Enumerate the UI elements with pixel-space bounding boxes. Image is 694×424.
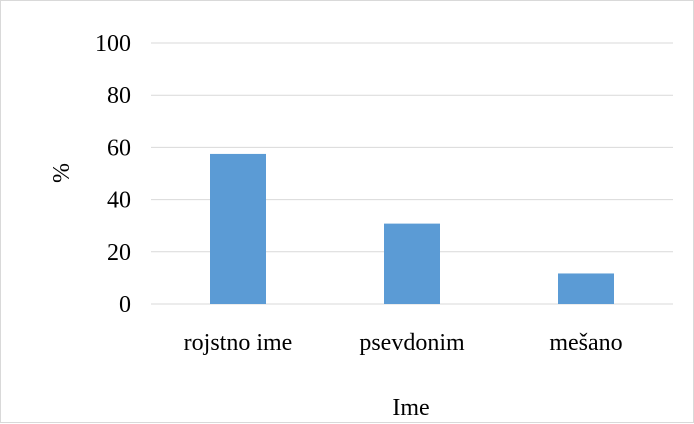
bar (210, 153, 266, 304)
y-tick-label: 100 (95, 31, 131, 57)
bars (210, 153, 614, 304)
bar (384, 223, 440, 304)
y-axis-title: % (49, 163, 75, 183)
y-tick-labels: 0 20 40 60 80 100 (95, 31, 131, 318)
y-tick-label: 40 (107, 188, 131, 214)
y-tick-label: 80 (107, 83, 131, 109)
y-tick-label: 0 (119, 292, 131, 318)
x-category-label: psevdonim (359, 330, 465, 356)
x-category-label: rojstno ime (184, 330, 293, 356)
x-axis-title: Ime (392, 395, 429, 421)
y-tick-label: 20 (107, 240, 131, 266)
x-category-labels: rojstno ime psevdonim mešano (184, 330, 623, 356)
y-tick-label: 60 (107, 135, 131, 161)
x-category-label: mešano (549, 330, 622, 356)
bar (558, 273, 614, 304)
